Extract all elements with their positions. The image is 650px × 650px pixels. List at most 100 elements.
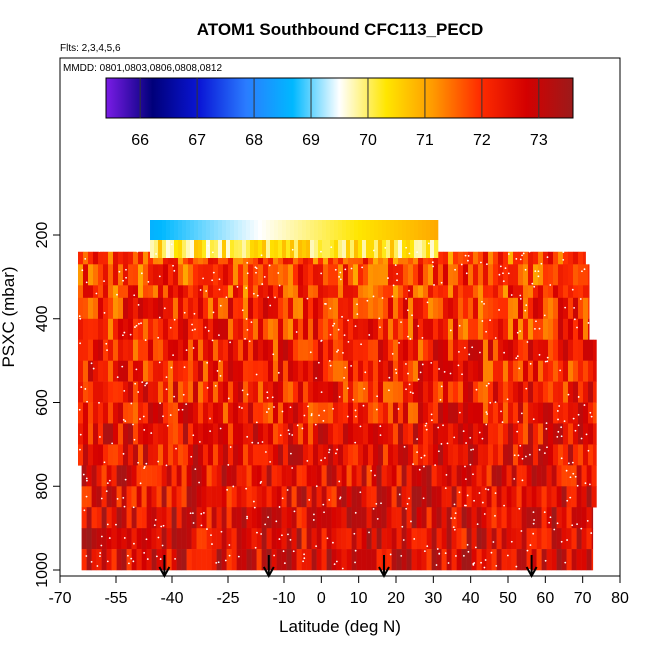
heatmap-cell [198,444,204,466]
heatmap-cell [123,360,129,382]
heatmap-cell [428,285,434,299]
heatmap-cell [248,339,254,361]
sample-point [174,557,176,560]
heatmap-cell [123,444,129,466]
heatmap-cell [393,423,399,445]
heatmap-cell [246,240,251,258]
heatmap-cell [271,486,277,508]
sample-point [217,561,220,564]
heatmap-cell [376,549,382,571]
sample-point [408,383,411,386]
heatmap-cell [328,318,334,340]
heatmap-cell [281,465,287,487]
heatmap-cell [558,318,564,340]
heatmap-cell [488,264,494,286]
heatmap-cell [213,251,219,265]
heatmap-cell [218,240,223,258]
heatmap-cell [253,297,259,320]
sample-point [288,433,291,435]
heatmap-cell [378,285,384,299]
heatmap-cell [418,360,424,382]
heatmap-cell [98,423,104,445]
sample-point [572,472,575,475]
heatmap-cell [328,285,334,299]
heatmap-cell [348,381,354,403]
sample-point [130,402,133,405]
heatmap-cell [318,402,324,424]
heatmap-cell [210,240,215,258]
heatmap-cell [368,339,374,361]
heatmap-cell [478,402,484,424]
sample-point [368,531,370,534]
sample-point [303,557,306,560]
heatmap-cell [526,507,532,529]
heatmap-cell [403,339,409,361]
heatmap-cell [218,297,224,320]
heatmap-cell [448,402,454,424]
sample-point [92,367,95,370]
heatmap-cell [378,297,384,320]
sample-point [436,548,439,550]
heatmap-cell [153,402,159,424]
heatmap-cell [106,507,112,529]
heatmap-cell [181,507,187,529]
sample-point [313,513,315,516]
heatmap-cell [488,423,494,445]
heatmap-cell [336,549,342,571]
heatmap-cell [426,486,432,508]
heatmap-cell [426,507,432,529]
heatmap-cell [383,381,389,403]
heatmap-cell [256,549,262,571]
heatmap-cell [591,486,597,508]
heatmap-cell [388,251,394,265]
sample-point [490,551,493,554]
heatmap-cell [531,465,537,487]
heatmap-cell [396,528,402,550]
heatmap-cell [346,549,352,571]
heatmap-cell [338,220,343,240]
sample-point [480,561,482,564]
heatmap-cell [256,528,262,550]
heatmap-cell [366,465,372,487]
heatmap-cell [113,297,119,320]
heatmap-cell [346,528,352,550]
heatmap-cell [373,251,379,265]
sample-point [329,364,332,367]
heatmap-cell [402,240,407,258]
heatmap-cell [336,465,342,487]
heatmap-cell [233,339,239,361]
heatmap-cell [521,507,527,529]
heatmap-cell [193,423,199,445]
heatmap-cell [213,360,219,382]
heatmap-cell [483,423,489,445]
heatmap-cell [246,528,252,550]
heatmap-cell [591,507,594,529]
heatmap-cell [298,339,304,361]
heatmap-cell [361,486,367,508]
heatmap-cell [333,402,339,424]
heatmap-cell [203,318,209,340]
heatmap-cell [346,220,351,240]
heatmap-cell [176,465,182,487]
heatmap-cell [543,360,549,382]
heatmap-cell [216,549,222,571]
heatmap-cell [151,528,157,550]
sample-point [218,360,221,362]
heatmap-cell [236,549,242,571]
heatmap-cell [486,465,492,487]
heatmap-cell [341,507,347,529]
heatmap-cell [133,381,139,403]
heatmap-cell [203,402,209,424]
heatmap-cell [308,444,314,466]
sample-point [250,321,253,324]
sample-point [396,279,398,282]
sample-point [465,442,467,444]
heatmap-cell [433,285,439,299]
heatmap-cell [583,285,589,299]
heatmap-cell [323,381,329,403]
sample-point [425,422,428,425]
heatmap-cell [88,318,94,340]
heatmap-cell [143,360,149,382]
heatmap-cell [296,549,302,571]
